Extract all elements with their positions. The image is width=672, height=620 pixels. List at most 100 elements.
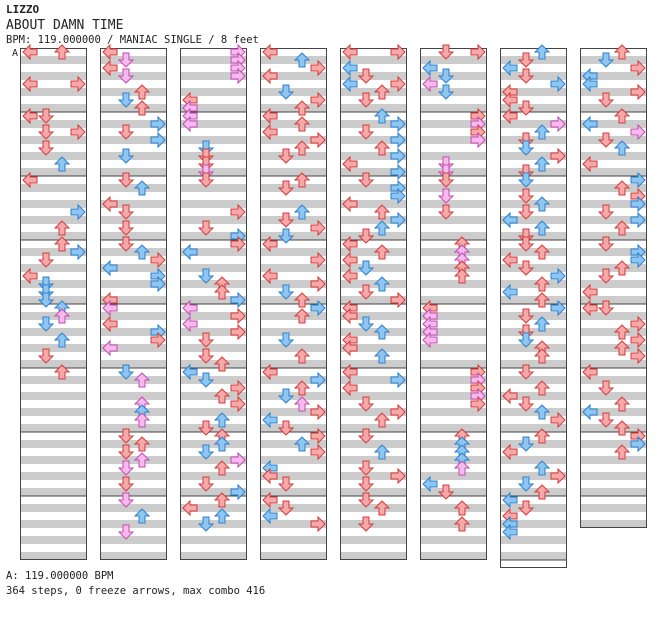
up-arrow-icon — [133, 372, 151, 388]
up-arrow-icon — [213, 492, 231, 508]
down-arrow-icon — [517, 52, 535, 68]
left-arrow-icon — [502, 107, 518, 125]
up-arrow-icon — [613, 140, 631, 156]
down-arrow-icon — [197, 220, 215, 236]
down-arrow-icon — [357, 316, 375, 332]
left-arrow-icon — [582, 283, 598, 301]
left-arrow-icon — [582, 115, 598, 133]
down-arrow-icon — [277, 180, 295, 196]
up-arrow-icon — [293, 140, 311, 156]
down-arrow-icon — [517, 308, 535, 324]
down-arrow-icon — [517, 260, 535, 276]
right-arrow-icon — [630, 59, 646, 77]
right-arrow-icon — [470, 43, 486, 61]
left-arrow-icon — [342, 363, 358, 381]
left-arrow-icon — [502, 283, 518, 301]
up-arrow-icon — [613, 108, 631, 124]
down-arrow-icon — [277, 420, 295, 436]
right-arrow-icon — [550, 411, 566, 429]
up-arrow-icon — [133, 84, 151, 100]
up-arrow-icon — [133, 508, 151, 524]
right-arrow-icon — [70, 123, 86, 141]
down-arrow-icon — [277, 500, 295, 516]
right-arrow-icon — [230, 67, 246, 85]
right-arrow-icon — [470, 395, 486, 413]
down-arrow-icon — [117, 220, 135, 236]
left-arrow-icon — [102, 195, 118, 213]
up-arrow-icon — [373, 444, 391, 460]
down-arrow-icon — [437, 484, 455, 500]
left-arrow-icon — [102, 339, 118, 357]
up-arrow-icon — [133, 100, 151, 116]
down-arrow-icon — [597, 52, 615, 68]
left-arrow-icon — [502, 91, 518, 109]
right-arrow-icon — [390, 403, 406, 421]
right-arrow-icon — [310, 131, 326, 149]
chart-column — [180, 48, 247, 560]
up-arrow-icon — [453, 268, 471, 284]
chart-column — [420, 48, 487, 560]
right-arrow-icon — [390, 291, 406, 309]
left-arrow-icon — [22, 171, 38, 189]
left-arrow-icon — [182, 243, 198, 261]
right-arrow-icon — [390, 43, 406, 61]
right-arrow-icon — [230, 323, 246, 341]
song-title: ABOUT DAMN TIME — [6, 18, 124, 33]
step-stats: 364 steps, 0 freeze arrows, max combo 41… — [6, 585, 266, 597]
right-arrow-icon — [390, 211, 406, 229]
left-arrow-icon — [262, 235, 278, 253]
down-arrow-icon — [437, 188, 455, 204]
down-arrow-icon — [357, 492, 375, 508]
down-arrow-icon — [357, 284, 375, 300]
right-arrow-icon — [550, 115, 566, 133]
right-arrow-icon — [390, 115, 406, 133]
down-arrow-icon — [517, 68, 535, 84]
down-arrow-icon — [517, 236, 535, 252]
right-arrow-icon — [310, 275, 326, 293]
down-arrow-icon — [517, 100, 535, 116]
up-arrow-icon — [373, 412, 391, 428]
down-arrow-icon — [597, 92, 615, 108]
down-arrow-icon — [197, 476, 215, 492]
left-arrow-icon — [502, 387, 518, 405]
down-arrow-icon — [117, 236, 135, 252]
right-arrow-icon — [310, 299, 326, 317]
down-arrow-icon — [517, 396, 535, 412]
up-arrow-icon — [293, 100, 311, 116]
left-arrow-icon — [262, 267, 278, 285]
up-arrow-icon — [533, 380, 551, 396]
up-arrow-icon — [373, 276, 391, 292]
up-arrow-icon — [533, 428, 551, 444]
down-arrow-icon — [517, 172, 535, 188]
down-arrow-icon — [117, 148, 135, 164]
right-arrow-icon — [630, 315, 646, 333]
right-arrow-icon — [390, 371, 406, 389]
right-arrow-icon — [310, 403, 326, 421]
right-arrow-icon — [150, 275, 166, 293]
left-arrow-icon — [262, 107, 278, 125]
down-arrow-icon — [597, 236, 615, 252]
left-arrow-icon — [342, 267, 358, 285]
up-arrow-icon — [133, 180, 151, 196]
right-arrow-icon — [230, 451, 246, 469]
right-arrow-icon — [630, 347, 646, 365]
right-arrow-icon — [230, 235, 246, 253]
down-arrow-icon — [517, 500, 535, 516]
up-arrow-icon — [293, 436, 311, 452]
up-arrow-icon — [293, 116, 311, 132]
up-arrow-icon — [533, 220, 551, 236]
up-arrow-icon — [53, 44, 71, 60]
left-arrow-icon — [502, 491, 518, 509]
down-arrow-icon — [277, 476, 295, 492]
left-arrow-icon — [262, 411, 278, 429]
right-arrow-icon — [630, 211, 646, 229]
right-arrow-icon — [390, 75, 406, 93]
up-arrow-icon — [293, 348, 311, 364]
left-arrow-icon — [502, 523, 518, 541]
down-arrow-icon — [357, 476, 375, 492]
up-arrow-icon — [533, 196, 551, 212]
down-arrow-icon — [197, 372, 215, 388]
up-arrow-icon — [293, 308, 311, 324]
down-arrow-icon — [357, 460, 375, 476]
left-arrow-icon — [22, 107, 38, 125]
